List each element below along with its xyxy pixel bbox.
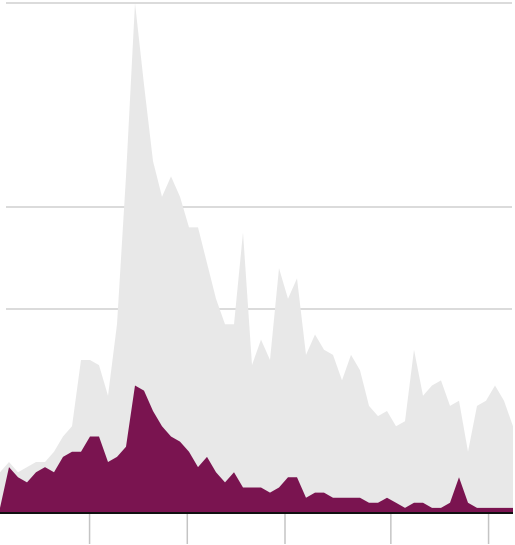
- series-area-0: [0, 3, 513, 513]
- series-area-1: [0, 385, 513, 513]
- series-areas: [0, 3, 513, 513]
- gridlines: [6, 2, 512, 310]
- x-axis: [0, 512, 513, 544]
